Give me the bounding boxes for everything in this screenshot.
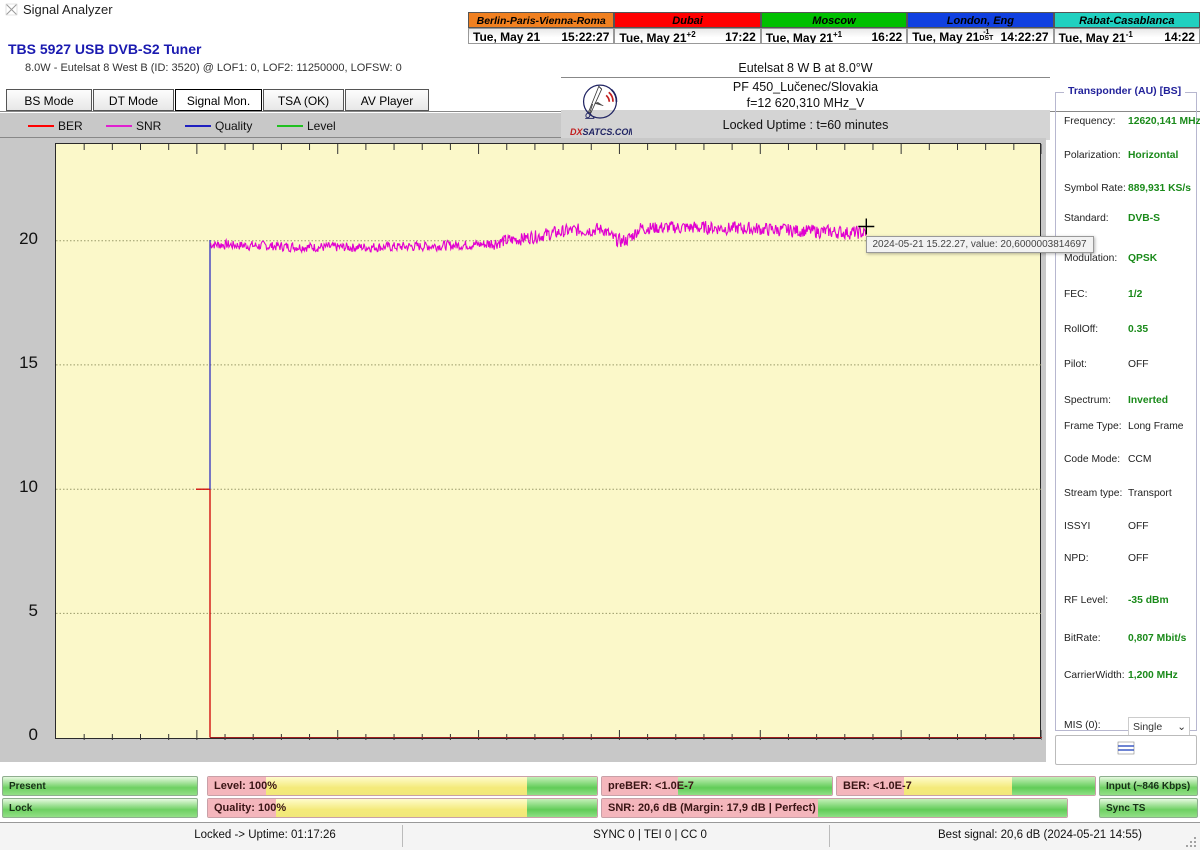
svg-text:DXSATCS.COM: DXSATCS.COM <box>570 127 632 137</box>
